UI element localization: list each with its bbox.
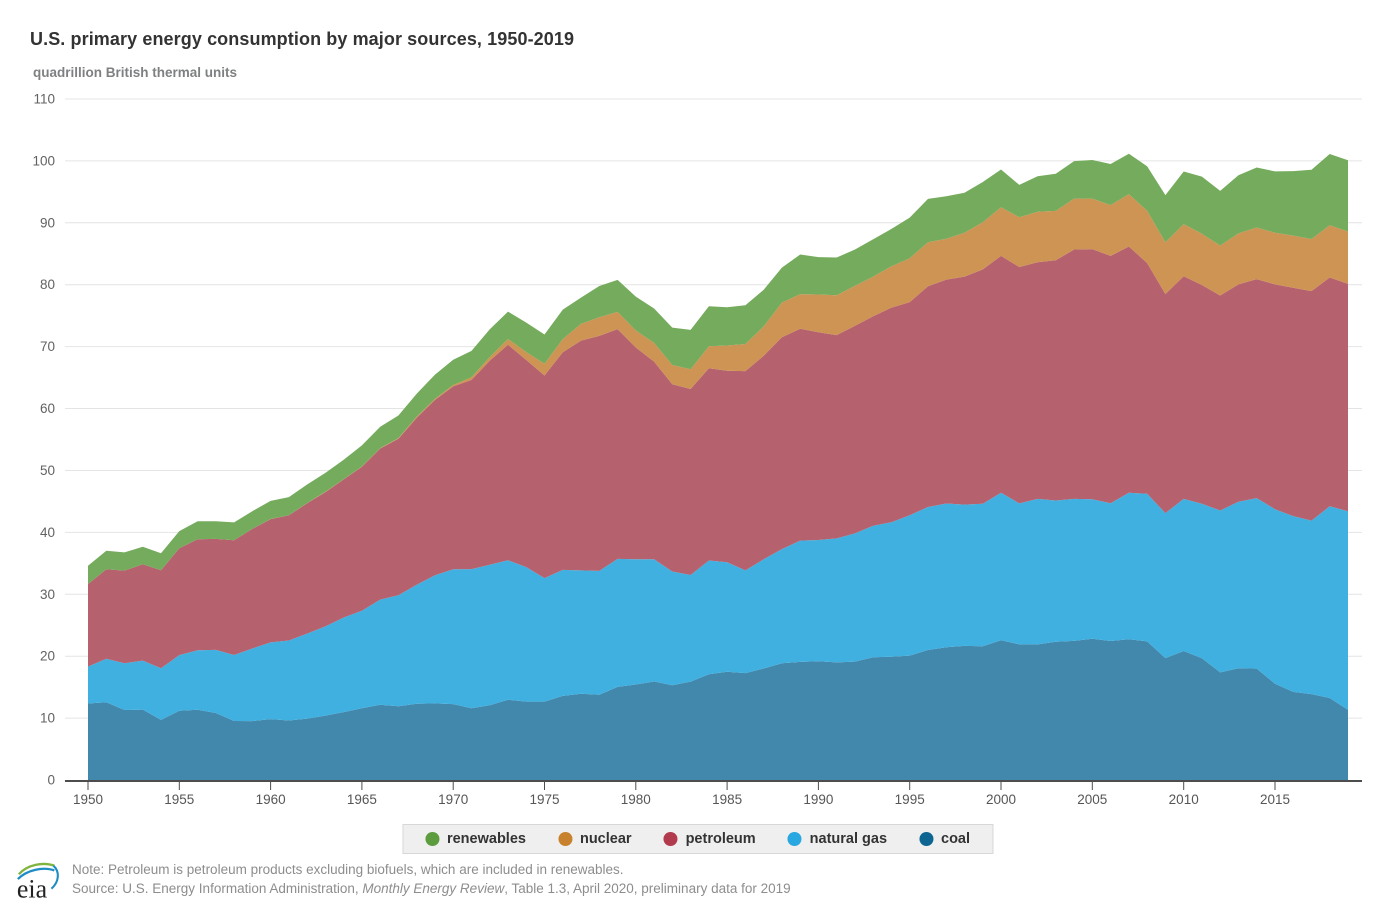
legend-item-renewables: renewables	[424, 831, 526, 847]
eia-logo-text: eia	[17, 874, 48, 903]
area-natural-gas	[88, 492, 1348, 722]
source-text: Source: U.S. Energy Information Administ…	[72, 880, 791, 899]
y-axis-units-label: quadrillion British thermal units	[33, 65, 238, 80]
area-renewables	[88, 153, 1348, 585]
x-tick-label-1985: 1985	[712, 792, 742, 807]
source-suffix: , Table 1.3, April 2020, preliminary dat…	[504, 880, 791, 896]
legend-swatch-nuclear	[557, 832, 572, 846]
x-tick-label-1995: 1995	[895, 792, 925, 807]
area-petroleum	[88, 246, 1348, 669]
y-tick-label-90: 90	[40, 215, 55, 230]
x-tick-label-1950: 1950	[73, 792, 103, 807]
y-tick-label-10: 10	[40, 711, 55, 726]
y-tick-label-0: 0	[47, 773, 55, 788]
legend-label-natural-gas: natural gas	[809, 831, 888, 847]
legend-item-natural-gas: natural gas	[787, 831, 888, 847]
x-tick-label-1975: 1975	[529, 792, 559, 807]
legend-label-coal: coal	[941, 831, 971, 847]
x-tick-label-1955: 1955	[164, 792, 194, 807]
source-prefix: Source: U.S. Energy Information Administ…	[72, 880, 363, 896]
legend-label-nuclear: nuclear	[579, 831, 632, 847]
y-tick-label-40: 40	[40, 525, 55, 540]
y-tick-label-50: 50	[40, 463, 55, 478]
x-tick-label-2010: 2010	[1169, 792, 1199, 807]
legend-label-renewables: renewables	[446, 831, 526, 847]
y-tick-label-30: 30	[40, 587, 55, 602]
x-tick-label-2005: 2005	[1077, 792, 1107, 807]
legend-item-petroleum: petroleum	[663, 831, 756, 847]
source-publication: Monthly Energy Review	[362, 880, 505, 896]
y-tick-label-100: 100	[32, 153, 55, 168]
stacked-area-chart: 0 10 20 30 40 50 60 70 80 90 100 110 1950 1955 1960 196…	[32, 92, 1362, 807]
x-tick-label-1990: 1990	[803, 792, 833, 807]
legend-item-nuclear: nuclear	[557, 831, 632, 847]
y-tick-label-80: 80	[40, 277, 55, 292]
area-coal	[88, 638, 1348, 780]
chart-footer: eia Note: Petroleum is petroleum product…	[14, 858, 791, 904]
note-text: Note: Petroleum is petroleum products ex…	[72, 862, 624, 877]
legend-swatch-petroleum	[663, 832, 678, 846]
eia-logo: eia	[17, 862, 59, 903]
y-tick-label-110: 110	[33, 92, 55, 107]
y-tick-label-70: 70	[40, 339, 55, 354]
x-tick-label-1960: 1960	[256, 792, 286, 807]
legend-swatch-renewables	[424, 832, 439, 846]
legend-label-petroleum: petroleum	[685, 831, 756, 847]
footer-text: Note: Petroleum is petroleum products ex…	[72, 858, 791, 898]
chart-legend: renewables nuclear petroleum natural gas coa…	[401, 824, 994, 854]
x-tick-label-2015: 2015	[1260, 792, 1290, 807]
legend-swatch-coal	[919, 832, 934, 846]
y-tick-label-20: 20	[40, 649, 55, 664]
x-tick-label-1970: 1970	[438, 792, 468, 807]
y-tick-label-60: 60	[40, 401, 55, 416]
x-tick-label-1965: 1965	[347, 792, 377, 807]
chart-title: U.S. primary energy consumption by major…	[30, 29, 575, 49]
legend-swatch-natural-gas	[787, 832, 802, 846]
legend-item-coal: coal	[919, 831, 970, 847]
x-tick-label-2000: 2000	[986, 792, 1016, 807]
x-tick-label-1980: 1980	[621, 792, 651, 807]
